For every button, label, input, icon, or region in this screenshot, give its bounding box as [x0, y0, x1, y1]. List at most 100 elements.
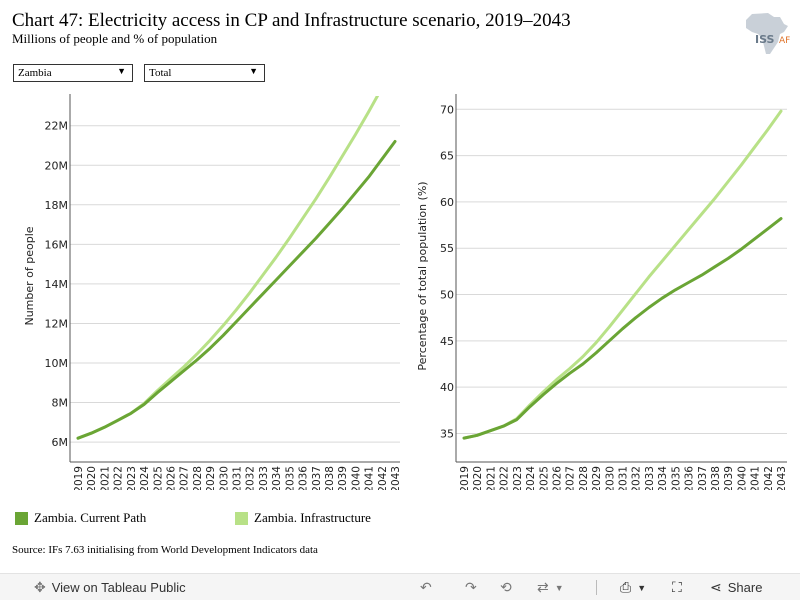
tableau-toolbar: ✥ View on Tableau Public ↶ ↷ ⟲ ⇄ ▼ ⎙ ▼ ⛶ ⋖…: [0, 573, 800, 600]
view-on-tableau-label: View on Tableau Public: [51, 580, 186, 595]
legend-swatch-current-path: [15, 511, 28, 525]
fullscreen-icon: ⛶: [672, 579, 682, 595]
undo-button[interactable]: ↶: [420, 579, 432, 596]
x-tick-label: 2040: [736, 466, 748, 490]
x-tick-label: 2032: [245, 466, 257, 490]
legend-label-infrastructure: Zambia. Infrastructure: [254, 510, 371, 525]
x-tick-label: 2033: [258, 466, 270, 490]
x-tick-label: 2022: [113, 466, 125, 490]
x-tick-label: 2025: [152, 466, 164, 490]
download-icon: ⎙: [620, 579, 632, 595]
tableau-icon: ✥: [34, 579, 46, 595]
x-tick-label: 2026: [551, 466, 563, 490]
segment-select[interactable]: Total ▼: [144, 64, 265, 82]
x-tick-label: 2036: [298, 466, 310, 490]
country-select[interactable]: Zambia ▼: [13, 64, 133, 82]
legend-infrastructure[interactable]: Zambia. Infrastructure: [235, 510, 371, 526]
y-tick-label: 8M: [52, 397, 69, 410]
percentage-chart: 35 40 45 50 55 60 65 70 2019 2020 2021 2022 2023 2024…: [416, 94, 788, 490]
series-line-current-path[interactable]: [462, 217, 783, 440]
y-tick-label: 16M: [45, 238, 69, 251]
x-tick-label: 2029: [591, 466, 603, 490]
toolbar-divider: [596, 580, 597, 595]
chevron-down-icon: ▼: [637, 582, 647, 593]
y-tick-label: 45: [440, 335, 454, 348]
x-tick-label: 2022: [499, 466, 511, 490]
segment-select-value: Total: [149, 67, 172, 79]
x-tick-label: 2034: [271, 466, 283, 490]
legend-label-current-path: Zambia. Current Path: [34, 510, 147, 525]
revert-button[interactable]: ⟲: [500, 579, 512, 596]
view-on-tableau-button[interactable]: ✥ View on Tableau Public: [34, 579, 186, 596]
x-tick-label: 2020: [86, 466, 98, 490]
y-tick-label: 14M: [45, 278, 69, 291]
x-tick-label: 2024: [139, 466, 151, 490]
revert-icon: ⟲: [500, 579, 512, 595]
series-line-infrastructure[interactable]: [462, 109, 783, 440]
x-tick-label: 2027: [179, 466, 191, 490]
logo-suffix: AF: [779, 36, 790, 46]
y-tick-label: 18M: [45, 199, 69, 212]
refresh-button[interactable]: ⇄ ▼: [537, 579, 564, 596]
chevron-down-icon: ▼: [249, 66, 258, 76]
x-tick-label: 2019: [459, 466, 471, 490]
x-tick-label: 2038: [710, 466, 722, 490]
x-tick-label: 2028: [192, 466, 204, 490]
y-tick-label: 40: [440, 381, 454, 394]
x-tick-label: 2039: [337, 466, 349, 490]
y-tick-label: 70: [440, 103, 454, 116]
x-tick-label: 2028: [578, 466, 590, 490]
x-tick-label: 2038: [324, 466, 336, 490]
download-button[interactable]: ⎙ ▼: [620, 579, 646, 596]
x-tick-label: 2029: [205, 466, 217, 490]
x-tick-label: 2037: [311, 466, 323, 490]
x-tick-label: 2021: [485, 466, 497, 490]
x-tick-label: 2034: [657, 466, 669, 490]
africa-map-icon: [746, 13, 788, 54]
x-tick-label: 2033: [644, 466, 656, 490]
y-tick-label: 50: [440, 289, 454, 302]
x-tick-label: 2025: [538, 466, 550, 490]
page-title: Chart 47: Electricity access in CP and I…: [12, 10, 571, 31]
y-tick-label: 10M: [45, 357, 69, 370]
x-tick-label: 2030: [604, 466, 616, 490]
redo-button[interactable]: ↷: [465, 579, 477, 596]
x-tick-label: 2027: [565, 466, 577, 490]
x-tick-label: 2030: [218, 466, 230, 490]
x-tick-label: 2036: [684, 466, 696, 490]
x-tick-label: 2023: [512, 466, 524, 490]
y-tick-label: 6M: [52, 436, 69, 449]
legend-swatch-infrastructure: [235, 511, 248, 525]
x-tick-label: 2021: [99, 466, 111, 490]
x-tick-label: 2043: [390, 466, 400, 490]
x-tick-label: 2040: [350, 466, 362, 490]
y-tick-label: 65: [440, 150, 454, 163]
series-line-infrastructure[interactable]: [76, 90, 395, 440]
legend-current-path[interactable]: Zambia. Current Path: [15, 510, 146, 526]
x-tick-label: 2035: [670, 466, 682, 490]
y-tick-label: 35: [440, 427, 454, 440]
share-icon: ⋖: [710, 579, 722, 595]
undo-icon: ↶: [420, 579, 432, 595]
series-line-current-path[interactable]: [76, 140, 397, 440]
fullscreen-button[interactable]: ⛶: [672, 579, 682, 596]
chevron-down-icon: ▼: [117, 66, 126, 76]
x-tick-label: 2042: [377, 466, 389, 490]
x-tick-label: 2041: [750, 466, 762, 490]
country-select-value: Zambia: [18, 67, 52, 79]
page-subtitle: Millions of people and % of population: [12, 31, 218, 46]
x-tick-label: 2023: [126, 466, 138, 490]
y-axis-label: Percentage of total population (%): [416, 181, 429, 370]
y-tick-label: 22M: [45, 120, 69, 133]
logo-text: ISS: [755, 33, 775, 46]
redo-icon: ↷: [465, 579, 477, 595]
share-button[interactable]: ⋖ Share: [710, 579, 762, 596]
x-tick-label: 2031: [618, 466, 630, 490]
x-tick-label: 2020: [472, 466, 484, 490]
share-label: Share: [727, 580, 763, 595]
x-tick-label: 2035: [284, 466, 296, 490]
iss-africa-logo: ISS AF: [746, 13, 790, 54]
chevron-down-icon: ▼: [554, 582, 564, 593]
x-tick-label: 2031: [232, 466, 244, 490]
y-tick-label: 12M: [45, 317, 69, 330]
